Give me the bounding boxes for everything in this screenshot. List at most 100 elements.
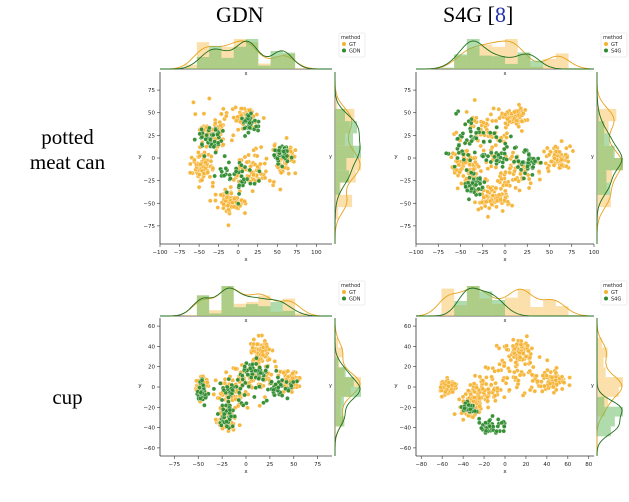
scatter-point-gt — [230, 133, 236, 138]
scatter-point-gt — [193, 111, 198, 117]
top-hist-bar-gt — [441, 288, 455, 316]
scatter-point-gt — [472, 395, 477, 400]
right-hist-bar-gt — [335, 207, 339, 220]
scatter-point-gt — [564, 154, 570, 160]
scatter-point-s4g — [522, 170, 528, 176]
citation-link[interactable]: 8 — [494, 2, 506, 27]
scatter-point-gdn — [247, 366, 253, 371]
scatter-point-s4g — [462, 406, 467, 411]
scatter-point-gt — [207, 174, 213, 180]
scatter-point-gdn — [272, 148, 278, 153]
scatter-point-gdn — [235, 201, 241, 206]
x-tick-label: 60 — [564, 462, 571, 468]
scatter-point-gt — [472, 389, 477, 395]
y-tick-label: 60 — [148, 324, 155, 330]
scatter-point-gt — [205, 380, 210, 385]
top-hist-bar-gdn — [282, 310, 296, 316]
scatter-point-gt — [570, 148, 576, 154]
scatter-point-gt — [553, 377, 559, 383]
legend-marker-s4g — [604, 296, 608, 301]
scatter-point-gt — [505, 375, 510, 381]
scatter-point-gdn — [224, 384, 230, 390]
legend-title: method — [341, 35, 360, 41]
right-hist-bar-gdn — [335, 145, 361, 158]
x-tick-label: 40 — [543, 462, 550, 468]
y-axis-label: y — [394, 383, 398, 389]
x-tick-label: −80 — [415, 462, 427, 468]
scatter-point-gt — [481, 194, 487, 200]
scatter-point-gt — [467, 162, 472, 167]
scatter-point-gt — [504, 182, 509, 188]
scatter-point-gt — [488, 382, 494, 388]
scatter-point-gdn — [226, 160, 232, 165]
scatter-point-gdn — [284, 153, 290, 159]
scatter-point-s4g — [477, 181, 483, 187]
scatter-point-gdn — [204, 132, 209, 138]
top-hist-bar-gdn — [295, 315, 308, 316]
scatter-point-gt — [223, 369, 229, 375]
scatter-point-gt — [213, 378, 218, 383]
scatter-point-gt — [262, 161, 268, 166]
scatter-point-gdn — [275, 156, 280, 161]
top-kde-curve-s4g — [416, 40, 594, 70]
scatter-point-gt — [530, 378, 535, 384]
scatter-point-gt — [565, 159, 571, 164]
right-hist-bar-gdn — [335, 108, 345, 122]
scatter-point-gt — [242, 198, 247, 204]
scatter-point-gt — [480, 378, 486, 383]
scatter-point-gt — [477, 403, 482, 409]
scatter-point-s4g — [477, 192, 483, 197]
scatter-point-gt — [483, 381, 489, 387]
scatter-point-gt — [500, 378, 506, 383]
scatter-point-gt — [262, 175, 268, 181]
scatter-point-gt — [504, 131, 510, 136]
legend-marker-gt — [342, 42, 346, 46]
y-tick-label: 40 — [404, 344, 411, 350]
scatter-point-s4g — [465, 180, 471, 186]
scatter-point-gt — [188, 161, 193, 167]
scatter-point-gdn — [212, 139, 217, 144]
scatter-point-s4g — [443, 151, 449, 156]
scatter-point-s4g — [494, 125, 499, 130]
x-tick-label: 20 — [522, 462, 529, 468]
top-hist-bar-s4g — [466, 286, 480, 316]
scatter-point-gt — [554, 381, 560, 387]
scatter-point-gt — [549, 159, 554, 164]
right-hist-bar-gdn — [335, 367, 346, 378]
scatter-point-gt — [487, 205, 492, 211]
scatter-point-s4g — [494, 134, 499, 140]
scatter-point-s4g — [487, 418, 492, 424]
top-hist-bar-gdn — [196, 295, 210, 316]
top-hist-bar-gdn — [221, 57, 234, 69]
top-hist-bar-gt — [295, 313, 308, 316]
scatter-point-gdn — [248, 375, 254, 380]
scatter-point-gt — [534, 373, 539, 379]
scatter-point-gt — [479, 200, 485, 205]
right-hist-bar-gt — [597, 387, 619, 397]
scatter-point-gdn — [235, 377, 241, 383]
scatter-point-gt — [552, 156, 557, 161]
scatter-point-gt — [272, 359, 278, 364]
scatter-point-gdn — [258, 370, 263, 376]
scatter-point-gdn — [246, 384, 252, 389]
right-hist-bar-gt — [335, 426, 337, 437]
scatter-point-gt — [513, 360, 519, 365]
top-hist-bar-gt — [209, 310, 222, 316]
scatter-point-s4g — [487, 423, 492, 429]
scatter-point-gt — [472, 159, 478, 165]
scatter-point-s4g — [477, 176, 483, 181]
right-kde-curve-gdn — [334, 72, 361, 244]
scatter-point-gt — [544, 358, 550, 363]
scatter-point-s4g — [512, 145, 518, 151]
scatter-point-gt — [513, 375, 518, 380]
x-tick-label: 0 — [244, 462, 248, 468]
top-hist-bar-gdn — [270, 302, 283, 316]
x-axis-label: x — [503, 469, 507, 475]
scatter-point-s4g — [465, 188, 470, 193]
scatter-point-gt — [527, 360, 533, 366]
scatter-point-gt — [489, 374, 494, 380]
right-hist-bar-gdn — [335, 416, 345, 427]
scatter-point-gdn — [290, 379, 296, 385]
